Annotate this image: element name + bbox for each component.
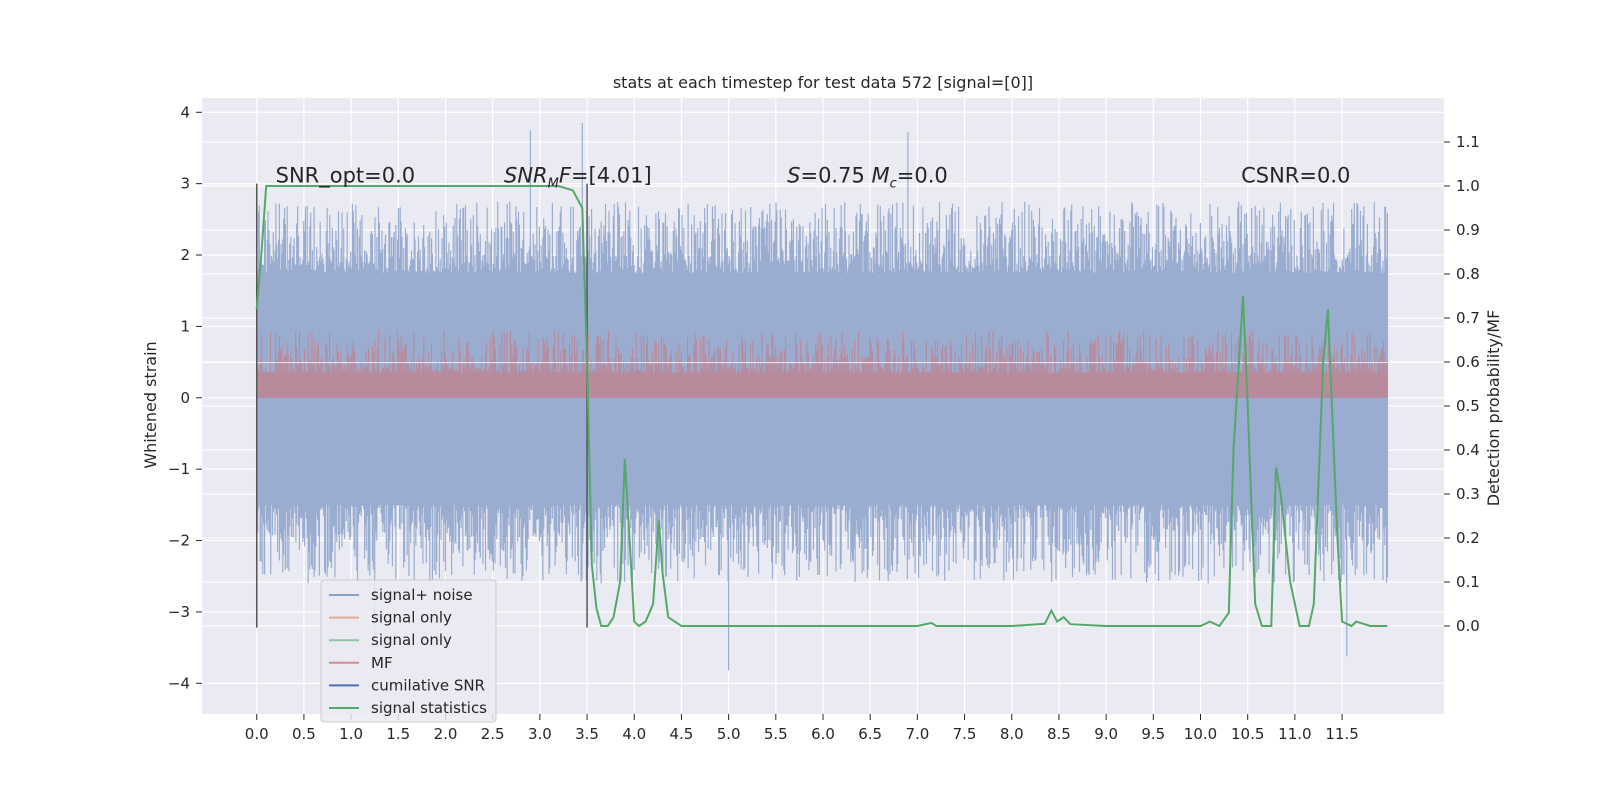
legend-item: MF — [329, 654, 393, 672]
x-tick-label: 8.0 — [1000, 725, 1024, 743]
x-tick-label: 4.0 — [622, 725, 646, 743]
annotation: SNR_opt=0.0 — [276, 164, 416, 189]
legend-label: cumilative SNR — [371, 676, 485, 694]
y-tick-label-right: 0.5 — [1456, 397, 1480, 415]
signal-statistics-line — [255, 185, 1388, 628]
x-tick-label: 4.5 — [670, 725, 694, 743]
annotation: CSNR=0.0 — [1241, 164, 1350, 188]
y-tick-label-left: −4 — [168, 674, 190, 692]
chart-title: stats at each timestep for test data 572… — [613, 73, 1033, 92]
x-tick-label: 6.0 — [811, 725, 835, 743]
y-tick-label-right: 0.8 — [1456, 265, 1480, 283]
y-tick-label-right: 0.9 — [1456, 221, 1480, 239]
legend-box — [320, 579, 497, 723]
x-tick-label: 10.5 — [1231, 725, 1264, 743]
x-tick-label: 9.5 — [1141, 725, 1165, 743]
legend-item: signal statistics — [329, 699, 487, 717]
y-axis-label-left: Whitened strain — [141, 341, 160, 468]
x-tick-label: 2.5 — [481, 725, 505, 743]
y-tick-label-left: 4 — [180, 103, 190, 121]
x-tick-label: 1.5 — [386, 725, 410, 743]
x-tick-label: 3.5 — [575, 725, 599, 743]
y-tick-label-right: 0.6 — [1456, 353, 1480, 371]
plot-data — [202, 123, 1444, 671]
y-tick-label-right: 1.1 — [1456, 133, 1480, 151]
y-axis-label-right: Detection probability/MF — [1484, 310, 1503, 507]
x-tick-label: 0.5 — [292, 725, 316, 743]
y-tick-label-left: 3 — [180, 175, 190, 193]
y-tick-label-right: 0.2 — [1456, 529, 1480, 547]
legend-label: signal only — [371, 631, 452, 649]
y-tick-label-left: −1 — [168, 460, 190, 478]
x-tick-label: 5.0 — [717, 725, 741, 743]
x-tick-label: 2.0 — [434, 725, 458, 743]
legend-label: signal statistics — [371, 699, 487, 717]
annotation: SNRMF=[4.01] — [504, 164, 652, 192]
y-tick-label-right: 0.0 — [1456, 617, 1480, 635]
legend-label: signal only — [371, 609, 452, 627]
y-tick-label-left: −2 — [168, 532, 190, 550]
legend: signal+ noise signal only signal only MF cum… — [320, 579, 497, 723]
annotation: S=0.75 Mc=0.0 — [787, 164, 948, 192]
annotations: SNR_opt=0.0 SNRMF=[4.01] S=0.75 Mc=0.0 CSNR… — [276, 164, 1351, 192]
x-tick-label: 5.5 — [764, 725, 788, 743]
x-tick-label: 6.5 — [858, 725, 882, 743]
x-tick-label: 11.5 — [1325, 725, 1358, 743]
legend-label: MF — [371, 654, 393, 672]
x-tick-label: 0.0 — [245, 725, 269, 743]
y-tick-label-right: 0.1 — [1456, 573, 1480, 591]
y-tick-label-left: 1 — [180, 317, 190, 335]
y-tick-label-left: 2 — [180, 246, 190, 264]
x-tick-label: 8.5 — [1047, 725, 1071, 743]
x-tick-label: 3.0 — [528, 725, 552, 743]
x-tick-label: 7.0 — [905, 725, 929, 743]
x-tick-label: 7.5 — [953, 725, 977, 743]
x-tick-label: 11.0 — [1278, 725, 1311, 743]
x-tick-label: 10.0 — [1184, 725, 1217, 743]
legend-label: signal+ noise — [371, 586, 473, 604]
legend-item: cumilative SNR — [329, 676, 485, 694]
legend-item: signal only — [329, 609, 452, 627]
y-tick-label-right: 1.0 — [1456, 177, 1480, 195]
y-tick-label-right: 0.4 — [1456, 441, 1480, 459]
x-tick-label: 1.0 — [339, 725, 363, 743]
y-tick-label-right: 0.3 — [1456, 485, 1480, 503]
legend-item: signal+ noise — [329, 586, 473, 604]
y-tick-label-right: 0.7 — [1456, 309, 1480, 327]
axes: 0.0 0.5 1.0 1.5 2.0 2.5 3.0 3.5 4.0 4.5 5.0 5.5 6.0 6… — [168, 103, 1480, 743]
legend-item: signal only — [329, 631, 452, 649]
y-tick-label-left: 0 — [180, 389, 190, 407]
x-tick-label: 9.0 — [1094, 725, 1118, 743]
y-tick-label-left: −3 — [168, 603, 190, 621]
